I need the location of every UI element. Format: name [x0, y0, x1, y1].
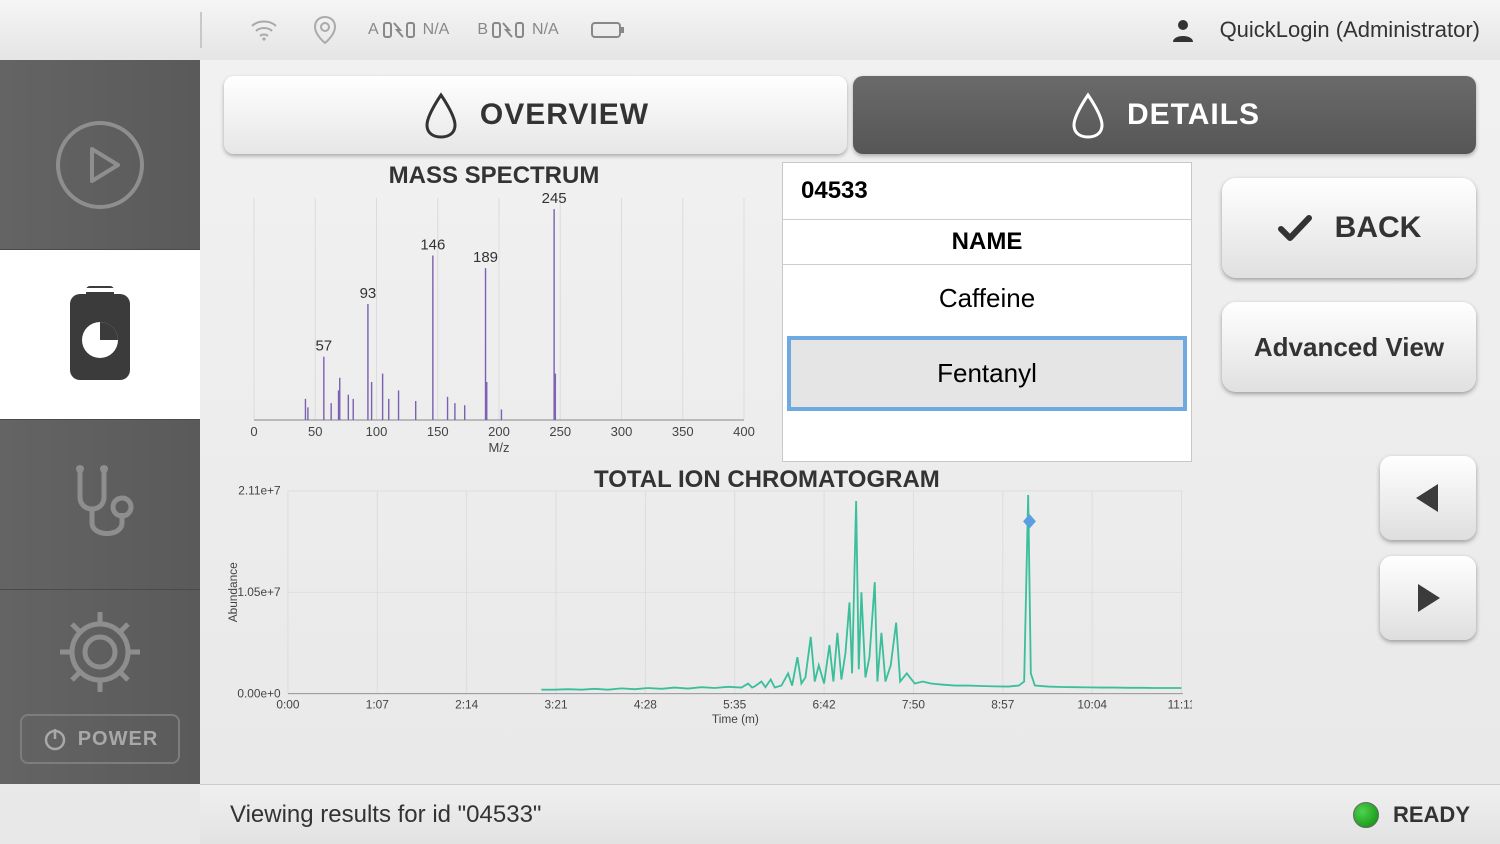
mass-spectrum-title: MASS SPECTRUM	[224, 162, 764, 190]
results-name-header: NAME	[783, 219, 1191, 265]
results-row[interactable]: Fentanyl	[787, 336, 1187, 411]
status-label: READY	[1393, 802, 1470, 828]
svg-text:200: 200	[488, 424, 510, 439]
svg-text:1:07: 1:07	[366, 697, 389, 711]
status-dot-icon	[1353, 802, 1379, 828]
battery-charge-icon	[492, 21, 526, 39]
battery-a-letter: A	[368, 21, 379, 39]
tab-details[interactable]: DETAILS	[853, 76, 1476, 154]
advanced-view-button[interactable]: Advanced View	[1222, 302, 1476, 392]
svg-text:6:42: 6:42	[813, 697, 836, 711]
svg-text:3:21: 3:21	[544, 697, 567, 711]
svg-text:150: 150	[427, 424, 449, 439]
svg-text:1.05e+7: 1.05e+7	[237, 585, 280, 599]
battery-a-value: N/A	[423, 21, 450, 39]
user-account[interactable]: QuickLogin (Administrator)	[1170, 17, 1480, 43]
divider	[200, 12, 202, 48]
battery-a: A N/A	[368, 21, 449, 39]
svg-text:Time (m): Time (m)	[712, 712, 759, 726]
stethoscope-icon	[52, 457, 148, 553]
svg-text:8:57: 8:57	[991, 697, 1014, 711]
sidebar-item-diagnostics[interactable]	[0, 420, 200, 590]
svg-text:245: 245	[542, 190, 567, 207]
svg-text:93: 93	[360, 285, 377, 302]
svg-text:146: 146	[420, 236, 445, 253]
tic-panel: TOTAL ION CHROMATOGRAM 0:001:072:143:214…	[224, 466, 1192, 784]
svg-text:50: 50	[308, 424, 322, 439]
user-label: QuickLogin (Administrator)	[1220, 17, 1480, 43]
next-button[interactable]	[1380, 556, 1476, 640]
content-area: OVERVIEW DETAILS MASS SPECTRUM 0 50 100 150…	[200, 60, 1500, 784]
play-circle-icon	[52, 117, 148, 213]
svg-text:4:28: 4:28	[634, 697, 657, 711]
power-label: POWER	[78, 728, 159, 751]
svg-text:400: 400	[733, 424, 755, 439]
svg-text:M/z: M/z	[489, 440, 510, 455]
prev-button[interactable]	[1380, 456, 1476, 540]
results-id: 04533	[783, 163, 1191, 219]
svg-text:189: 189	[473, 249, 498, 266]
ready-status: READY	[1353, 802, 1470, 828]
wifi-icon	[250, 19, 278, 41]
check-icon	[1277, 213, 1313, 243]
tic-chart[interactable]: 0:001:072:143:214:285:356:427:508:5710:0…	[224, 466, 1192, 746]
triangle-left-icon	[1408, 478, 1448, 518]
gear-icon	[52, 604, 148, 700]
user-icon	[1170, 17, 1196, 43]
drop-icon	[1069, 91, 1107, 139]
tab-details-label: DETAILS	[1127, 98, 1260, 132]
sidebar-item-results[interactable]	[0, 250, 200, 420]
back-button[interactable]: BACK	[1222, 178, 1476, 278]
svg-text:7:50: 7:50	[902, 697, 925, 711]
mass-spectrum-chart[interactable]: 0 50 100 150 200 250 300 350 400 M/z 57 93 146 189 245	[224, 190, 764, 460]
action-column: BACK Advanced View	[1212, 162, 1476, 784]
battery-charge-icon	[383, 21, 417, 39]
svg-text:2:14: 2:14	[455, 697, 478, 711]
sidebar-item-settings[interactable]	[0, 590, 200, 714]
svg-text:250: 250	[549, 424, 571, 439]
clipboard-report-icon	[52, 280, 148, 390]
advanced-view-label: Advanced View	[1254, 332, 1444, 363]
results-row[interactable]: Caffeine	[783, 265, 1191, 332]
svg-text:300: 300	[611, 424, 633, 439]
power-icon	[42, 726, 68, 752]
location-icon	[314, 16, 336, 44]
mass-spectrum-panel: MASS SPECTRUM 0 50 100 150 200 250 300 350 400 M/…	[224, 162, 764, 462]
sidebar-item-run[interactable]	[0, 80, 200, 250]
svg-text:0: 0	[250, 424, 257, 439]
triangle-right-icon	[1408, 578, 1448, 618]
battery-b-value: N/A	[532, 21, 559, 39]
battery-b-letter: B	[477, 21, 488, 39]
power-button[interactable]: POWER	[20, 714, 180, 764]
svg-text:11:11: 11:11	[1168, 697, 1192, 711]
battery-b: B N/A	[477, 21, 558, 39]
tab-overview-label: OVERVIEW	[480, 98, 649, 132]
svg-text:10:04: 10:04	[1077, 697, 1107, 711]
svg-text:2.11e+7: 2.11e+7	[238, 484, 280, 498]
svg-text:0.00e+0: 0.00e+0	[237, 686, 281, 700]
tic-title: TOTAL ION CHROMATOGRAM	[594, 466, 940, 494]
svg-text:350: 350	[672, 424, 694, 439]
svg-text:100: 100	[366, 424, 388, 439]
sidebar: POWER	[0, 60, 200, 784]
results-table: 04533 NAME CaffeineFentanyl	[782, 162, 1192, 462]
top-bar: A N/A B N/A QuickLogin (Administrator)	[0, 0, 1500, 60]
status-bar: Viewing results for id "04533" READY	[200, 784, 1500, 844]
back-label: BACK	[1335, 211, 1422, 245]
tab-bar: OVERVIEW DETAILS	[224, 76, 1476, 154]
tab-overview[interactable]: OVERVIEW	[224, 76, 847, 154]
status-message: Viewing results for id "04533"	[230, 801, 541, 829]
battery-level-icon	[591, 21, 625, 39]
svg-text:Abundance: Abundance	[226, 562, 240, 622]
svg-text:5:35: 5:35	[723, 697, 746, 711]
svg-text:57: 57	[315, 338, 332, 355]
drop-icon	[422, 91, 460, 139]
